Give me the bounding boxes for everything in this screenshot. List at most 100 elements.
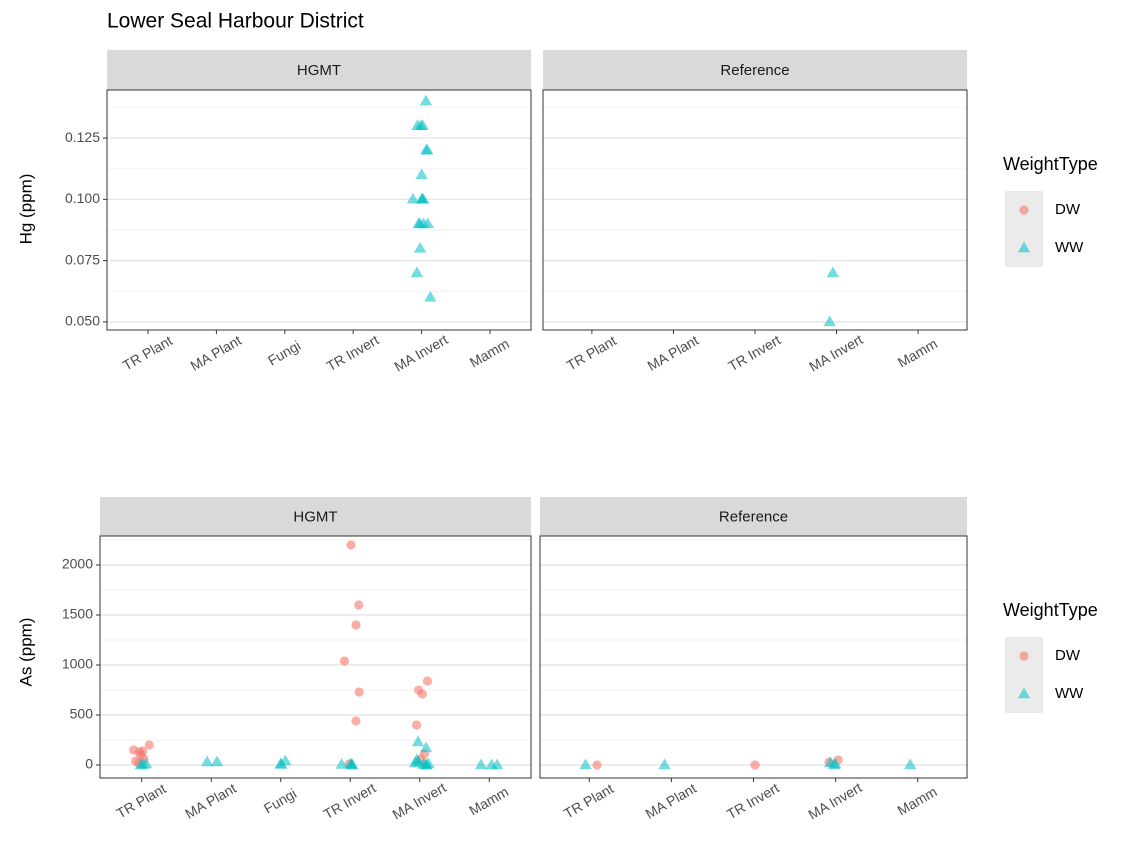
point <box>828 758 841 770</box>
point <box>417 192 430 204</box>
x-tick-label: TR Plant <box>564 332 619 373</box>
x-tick-label: TR Plant <box>120 332 175 373</box>
x-tick-label: TR Invert <box>324 332 382 375</box>
point <box>490 758 504 770</box>
point <box>823 315 836 327</box>
legend-title: WeightType <box>1003 600 1098 620</box>
point <box>346 758 359 770</box>
panel-border <box>542 89 968 331</box>
y-tick-label: 1500 <box>62 606 93 622</box>
panel <box>540 536 967 778</box>
point <box>419 94 433 106</box>
x-tick-label: MA Invert <box>390 779 449 822</box>
facet-label: HGMT <box>297 62 341 79</box>
panel <box>543 90 967 330</box>
x-tick-label: TR Plant <box>113 780 168 821</box>
y-tick-label: 1000 <box>62 656 93 672</box>
x-tick-label: TR Invert <box>321 780 379 823</box>
point <box>210 755 224 767</box>
point <box>424 290 437 302</box>
point <box>406 192 420 204</box>
x-tick-label: TR Invert <box>724 780 782 823</box>
y-tick-label: 0.125 <box>65 129 100 145</box>
point <box>339 656 350 666</box>
point <box>474 758 488 770</box>
x-tick-label: MA Plant <box>182 780 239 822</box>
panel <box>100 536 531 778</box>
point <box>419 758 433 770</box>
x-tick-label: Mamm <box>466 783 511 818</box>
point <box>414 241 427 253</box>
panel-border <box>106 89 532 331</box>
point <box>346 540 356 550</box>
x-tick-label: MA Invert <box>806 331 865 374</box>
facet-strip <box>543 50 967 90</box>
y-axis-label: As (ppm) <box>16 618 35 687</box>
x-tick-label: Mamm <box>895 783 940 818</box>
facet-label: Reference <box>719 508 788 525</box>
point <box>410 266 424 278</box>
point <box>408 756 422 768</box>
y-tick-label: 0.050 <box>65 313 100 329</box>
legend-title: WeightType <box>1003 154 1098 174</box>
point <box>200 755 214 767</box>
point <box>904 758 917 770</box>
y-tick-label: 0.100 <box>65 190 100 206</box>
panel-border <box>539 535 968 779</box>
x-tick-label: MA Plant <box>645 332 702 374</box>
point <box>579 758 592 770</box>
point <box>826 266 840 278</box>
point <box>1017 241 1031 253</box>
x-tick-label: MA Invert <box>391 331 450 374</box>
y-tick-label: 500 <box>70 706 94 722</box>
x-tick-label: TR Plant <box>561 780 616 821</box>
facet-label: HGMT <box>293 508 337 525</box>
point <box>1019 651 1029 661</box>
legend-label: DW <box>1055 647 1081 664</box>
point <box>422 676 433 686</box>
y-axis-label: Hg (ppm) <box>16 174 35 245</box>
point <box>351 620 361 630</box>
legend-label: DW <box>1055 201 1081 218</box>
point <box>658 758 671 770</box>
x-tick-label: Fungi <box>265 337 303 368</box>
point <box>354 600 364 610</box>
x-tick-label: Mamm <box>895 335 940 370</box>
point <box>411 720 422 730</box>
y-tick-label: 0 <box>85 756 93 772</box>
point <box>354 687 364 697</box>
point <box>411 119 424 131</box>
legend-label: WW <box>1055 239 1084 256</box>
chart-title: Lower Seal Harbour District <box>107 10 364 33</box>
facet-label: Reference <box>720 62 789 79</box>
facet-strip <box>540 497 967 536</box>
point <box>351 716 361 726</box>
x-tick-label: TR Invert <box>725 332 783 375</box>
x-tick-label: MA Plant <box>642 780 699 822</box>
x-tick-label: MA Invert <box>805 779 864 822</box>
facet-strip <box>107 50 531 90</box>
legend-label: WW <box>1055 685 1084 702</box>
point <box>750 760 760 770</box>
point <box>421 217 435 229</box>
panel-border <box>99 535 532 779</box>
point <box>1017 687 1031 699</box>
point <box>134 758 148 770</box>
point <box>411 735 425 747</box>
point <box>417 689 427 699</box>
point <box>592 760 602 770</box>
point <box>144 740 154 750</box>
point <box>419 143 433 155</box>
y-tick-label: 2000 <box>62 556 93 572</box>
facet-strip <box>100 497 531 536</box>
x-tick-label: MA Plant <box>188 332 245 374</box>
point <box>412 217 425 229</box>
x-tick-label: Fungi <box>261 785 299 816</box>
panel <box>107 90 531 330</box>
y-tick-label: 0.075 <box>65 251 100 267</box>
point <box>1019 205 1029 215</box>
point <box>274 758 288 769</box>
point <box>335 758 348 769</box>
point <box>419 741 433 753</box>
